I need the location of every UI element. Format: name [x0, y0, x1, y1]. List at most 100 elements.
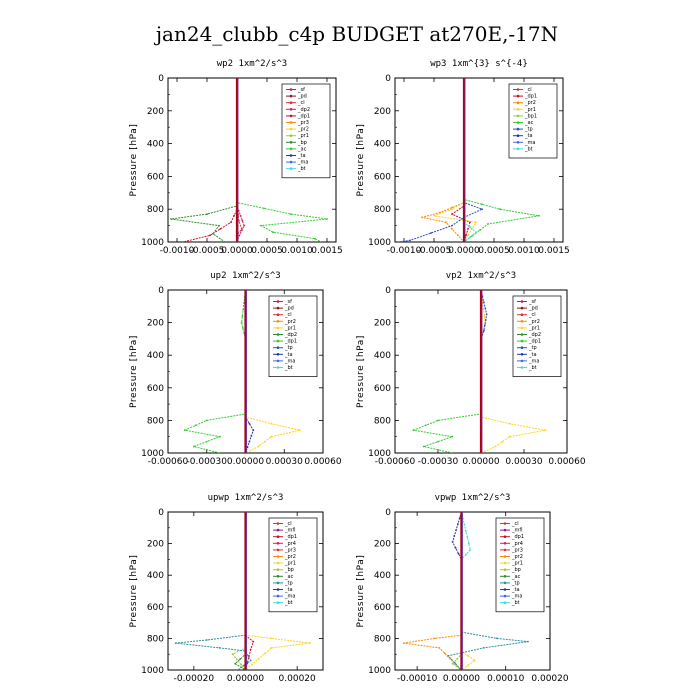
legend-marker: [520, 366, 524, 369]
legend-entry: _dp2: [528, 332, 541, 338]
legend-marker: [289, 101, 293, 104]
panel-6: vpwp 1xm^2/s^3 0 200 400 600 800 1000 Pressure …: [356, 493, 569, 684]
y-tick-label: 0: [158, 286, 164, 296]
legend-entry: _tp: [284, 580, 293, 586]
legend-entry: _ta: [297, 153, 306, 159]
legend-marker: [503, 528, 507, 532]
series-marker: [174, 642, 177, 644]
series-marker: [243, 224, 246, 227]
panel-2: wp3 1xm^{3} s^{-4} 0 200 400 600 800 1000 Press…: [356, 59, 570, 256]
legend-entry: _dp1: [528, 339, 541, 345]
y-tick-label: 800: [147, 416, 164, 426]
legend-entry: _pr1: [511, 561, 523, 567]
series-marker: [270, 422, 273, 425]
y-tick-label: 600: [147, 172, 164, 182]
series-marker: [457, 523, 459, 525]
legend-marker: [503, 548, 507, 552]
series-marker: [238, 234, 241, 237]
x-tick-label: -0.00060: [148, 457, 189, 467]
series-marker: [483, 329, 485, 332]
series-marker: [544, 429, 547, 432]
series-marker: [475, 221, 477, 224]
series-line: [460, 512, 476, 670]
legend-entry: _mfl: [284, 528, 296, 534]
legend-marker: [276, 581, 280, 585]
x-tick-label: 0.0015: [311, 246, 343, 256]
legend-entry: _sf: [284, 299, 292, 305]
legend-marker: [289, 154, 293, 157]
legend-marker: [520, 313, 524, 317]
y-axis-label: Pressure [hPa]: [356, 124, 366, 197]
y-tick-label: 1000: [141, 238, 164, 248]
x-tick-label: 0.00000: [227, 674, 264, 684]
series-marker: [230, 221, 232, 224]
legend-entry: _bp1: [524, 113, 537, 119]
series-marker: [260, 224, 262, 227]
legend-entry: _bt: [284, 365, 293, 371]
y-tick-label: 1000: [141, 449, 164, 459]
series-marker: [484, 319, 487, 321]
series-line: [170, 78, 238, 242]
series-marker: [240, 663, 243, 666]
legend-marker: [276, 339, 280, 343]
y-tick-label: 1000: [141, 666, 164, 676]
series-marker: [212, 232, 214, 235]
legend-marker: [276, 346, 280, 350]
x-tick-label: -0.00030: [187, 457, 228, 467]
legend-entry: _pr3: [511, 547, 523, 553]
legend-entry: _cl: [284, 521, 292, 527]
series-marker: [457, 234, 459, 237]
y-tick-label: 1000: [368, 666, 391, 676]
y-tick-label: 0: [385, 286, 391, 296]
series-marker: [247, 654, 250, 657]
legend: _sf_pd_cl_pr2_pr1_dp2_dp1_tp_ta_ma_bt: [512, 295, 562, 377]
panel-5: upwp 1xm^2/s^3 0 200 400 600 800 1000 Pressure …: [129, 493, 324, 684]
x-tick-label: 0.00030: [505, 457, 542, 467]
legend-entry: _ta: [284, 352, 293, 358]
legend-marker: [276, 568, 280, 571]
legend-marker: [276, 313, 280, 317]
legend-entry: _dp1: [284, 339, 297, 345]
series-marker: [453, 662, 456, 664]
legend: _cl_dp1_pr2_pr1_bp1_ac_tp_ta_ma_bt: [508, 83, 558, 159]
legend-marker: [516, 108, 520, 111]
legend-entry: _ta: [284, 587, 293, 593]
series-marker: [219, 228, 222, 230]
legend-entry: _pr1: [284, 561, 296, 567]
series-marker: [194, 424, 197, 427]
x-tick-label: 0.00060: [548, 457, 585, 467]
legend-entry: _ac: [284, 574, 294, 580]
series-marker: [465, 234, 467, 237]
series-marker: [298, 429, 301, 432]
series-marker: [257, 658, 260, 660]
x-tick-label: -0.0010: [387, 246, 422, 256]
legend-marker: [276, 548, 280, 552]
series-marker: [270, 647, 273, 649]
series-marker: [243, 302, 245, 304]
series-marker: [234, 662, 237, 665]
legend-marker: [516, 134, 520, 137]
series-marker: [206, 213, 208, 216]
legend-marker: [289, 121, 293, 124]
series-marker: [409, 239, 411, 242]
series-marker: [270, 637, 273, 640]
panel-title: up2 1xm^2/s^3: [210, 271, 280, 281]
series-marker: [218, 224, 220, 227]
legend-entry: _cl: [528, 312, 536, 318]
x-tick-label: 0.00000: [443, 674, 480, 684]
y-tick-label: 400: [374, 140, 391, 150]
series-marker: [422, 445, 425, 448]
series-marker: [455, 529, 457, 531]
series-marker: [264, 440, 266, 443]
series-marker: [451, 224, 453, 227]
legend-marker: [276, 601, 280, 604]
legend-marker: [503, 588, 507, 591]
legend-marker: [503, 555, 507, 558]
series-marker: [218, 435, 221, 438]
y-tick-label: 0: [385, 508, 391, 518]
y-tick-label: 600: [147, 603, 164, 613]
legend-marker: [520, 320, 524, 323]
legend-marker: [289, 160, 293, 164]
legend-entry: _cl: [284, 312, 292, 318]
series-line: [182, 78, 238, 242]
